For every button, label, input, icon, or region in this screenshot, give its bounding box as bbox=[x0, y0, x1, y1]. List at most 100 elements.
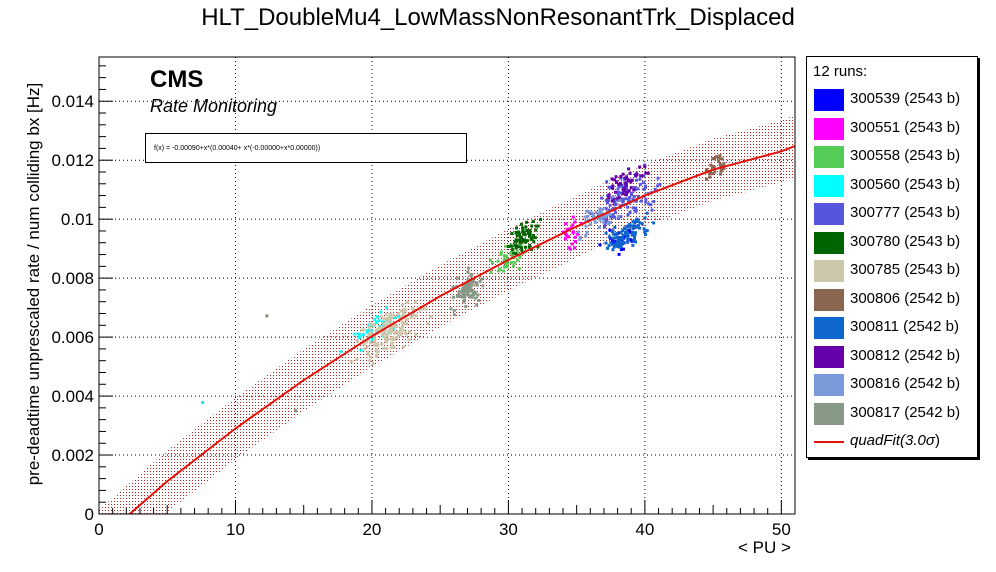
data-point bbox=[638, 165, 642, 169]
data-point bbox=[624, 183, 628, 187]
data-point bbox=[534, 224, 538, 228]
data-point bbox=[628, 210, 632, 214]
data-point bbox=[598, 243, 602, 247]
data-point bbox=[630, 239, 634, 243]
data-point bbox=[604, 206, 608, 210]
data-point bbox=[460, 295, 464, 299]
data-point bbox=[411, 313, 415, 317]
legend-swatch bbox=[814, 117, 844, 140]
data-point bbox=[384, 305, 388, 309]
data-point bbox=[488, 258, 492, 262]
data-point bbox=[570, 242, 574, 246]
data-point bbox=[474, 292, 478, 296]
data-point bbox=[639, 199, 643, 203]
data-point bbox=[636, 187, 640, 191]
data-point bbox=[513, 240, 517, 244]
data-point bbox=[584, 234, 588, 238]
fit-curve bbox=[128, 145, 795, 514]
data-point bbox=[519, 246, 523, 250]
data-point bbox=[387, 316, 391, 320]
data-point bbox=[366, 329, 370, 333]
data-point bbox=[617, 252, 621, 256]
data-point bbox=[498, 267, 502, 271]
data-point bbox=[502, 269, 506, 273]
data-point bbox=[616, 193, 620, 197]
data-point bbox=[627, 238, 631, 242]
legend-fit-label-sigma: σ bbox=[925, 432, 935, 449]
data-point bbox=[607, 208, 611, 212]
data-point bbox=[622, 226, 626, 230]
data-point bbox=[620, 183, 624, 187]
data-point bbox=[629, 186, 633, 190]
data-point bbox=[502, 254, 506, 258]
legend-label: 300539 (2543 b) bbox=[850, 90, 961, 107]
data-point bbox=[404, 332, 408, 336]
data-point bbox=[533, 236, 537, 240]
data-point bbox=[573, 235, 577, 239]
data-point bbox=[527, 234, 531, 238]
data-point bbox=[400, 320, 404, 324]
data-point bbox=[569, 226, 573, 230]
data-point bbox=[622, 176, 626, 180]
data-point bbox=[640, 174, 644, 178]
data-point bbox=[397, 315, 401, 319]
data-point bbox=[499, 253, 503, 257]
data-point bbox=[643, 165, 647, 169]
x-tick-label: 20 bbox=[362, 520, 381, 539]
data-point bbox=[617, 196, 621, 200]
data-point bbox=[365, 331, 369, 335]
data-point bbox=[633, 231, 637, 235]
data-point bbox=[407, 338, 411, 342]
data-point bbox=[511, 248, 515, 252]
data-point bbox=[375, 315, 379, 319]
data-point bbox=[375, 353, 379, 357]
data-point bbox=[717, 156, 721, 160]
data-point bbox=[525, 220, 529, 224]
data-point bbox=[521, 226, 525, 230]
data-point bbox=[473, 296, 477, 300]
data-point bbox=[720, 157, 724, 161]
data-point bbox=[452, 295, 456, 299]
data-point bbox=[517, 238, 521, 242]
data-point bbox=[599, 217, 603, 221]
data-point bbox=[475, 303, 479, 307]
data-point bbox=[400, 325, 404, 329]
y-tick-label: 0.014 bbox=[51, 92, 94, 111]
data-point bbox=[719, 172, 723, 176]
data-point bbox=[373, 338, 377, 342]
data-point bbox=[511, 264, 515, 268]
legend-label: 300777 (2543 b) bbox=[850, 204, 961, 221]
data-point bbox=[643, 163, 647, 167]
legend-entry: 300812 (2542 b) bbox=[807, 342, 977, 370]
legend-label: 300560 (2543 b) bbox=[850, 175, 961, 193]
data-point bbox=[466, 266, 470, 270]
data-point bbox=[424, 307, 428, 311]
data-point bbox=[497, 269, 501, 273]
data-point bbox=[536, 245, 540, 249]
fit-formula: f(x) = -0.00090+x*(0.00040+ x*(-0.00000+… bbox=[154, 145, 321, 152]
data-point bbox=[641, 181, 645, 185]
data-point bbox=[611, 238, 615, 242]
data-point bbox=[604, 212, 608, 216]
legend-swatch bbox=[814, 89, 844, 111]
data-point bbox=[626, 232, 630, 236]
legend-swatch bbox=[814, 146, 844, 168]
data-point bbox=[634, 219, 638, 223]
data-point bbox=[704, 168, 708, 172]
data-point bbox=[572, 230, 576, 234]
data-point bbox=[624, 232, 628, 236]
data-point bbox=[612, 236, 616, 240]
data-point bbox=[369, 330, 373, 334]
data-point bbox=[630, 233, 634, 237]
data-point bbox=[591, 215, 595, 219]
data-point bbox=[604, 241, 608, 245]
data-point bbox=[366, 351, 370, 355]
data-point bbox=[469, 286, 473, 290]
data-point bbox=[600, 217, 604, 221]
data-point bbox=[627, 167, 631, 171]
data-point bbox=[376, 344, 380, 348]
x-tick-label: 30 bbox=[499, 520, 518, 539]
data-point bbox=[612, 215, 616, 219]
data-point bbox=[388, 314, 392, 318]
data-point bbox=[452, 313, 456, 317]
